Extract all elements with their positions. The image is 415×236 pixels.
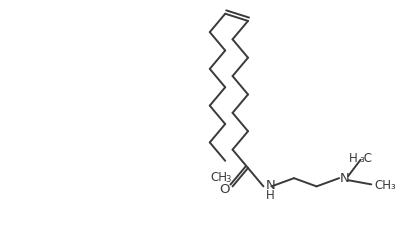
Text: N: N	[340, 172, 350, 185]
Text: ₃C: ₃C	[359, 152, 373, 165]
Text: N: N	[266, 179, 275, 192]
Text: CH: CH	[211, 171, 228, 184]
Text: H: H	[266, 189, 275, 202]
Text: H: H	[349, 152, 357, 165]
Text: CH₃: CH₃	[374, 179, 396, 192]
Text: 3: 3	[225, 175, 231, 184]
Text: O: O	[219, 183, 230, 196]
